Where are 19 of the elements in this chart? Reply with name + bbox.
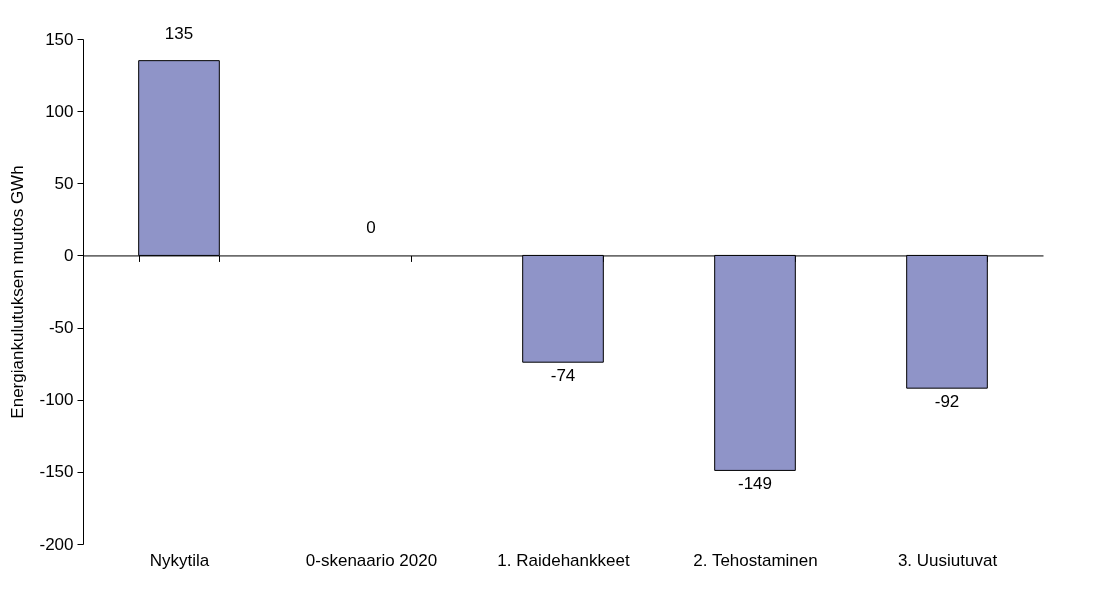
data-label: -92 (934, 392, 960, 412)
x-tick-label: 3. Uusiutuvat (897, 550, 998, 570)
y-axis-title: Energiankulutuksen muutos GWh (8, 165, 28, 419)
y-tick-label: -50 (48, 318, 74, 338)
y-tick-label: 100 (45, 101, 74, 121)
data-label: -149 (737, 474, 773, 494)
x-tick-label: 0-skenaario 2020 (305, 550, 438, 570)
y-tick-label: 0 (64, 245, 74, 265)
y-tick-label: -200 (39, 534, 74, 554)
y-tick-label: -100 (39, 390, 74, 410)
x-tick-label: 1. Raidehankkeet (497, 550, 630, 570)
data-label: 0 (366, 218, 376, 238)
data-label: -74 (550, 366, 576, 386)
data-label: 135 (164, 23, 194, 43)
x-tick-label: Nykytila (149, 550, 210, 570)
y-tick-label: 50 (54, 173, 74, 193)
x-tick-label: 2. Tehostaminen (693, 550, 818, 570)
y-tick-label: -150 (39, 462, 74, 482)
y-tick-label: 150 (45, 29, 74, 49)
